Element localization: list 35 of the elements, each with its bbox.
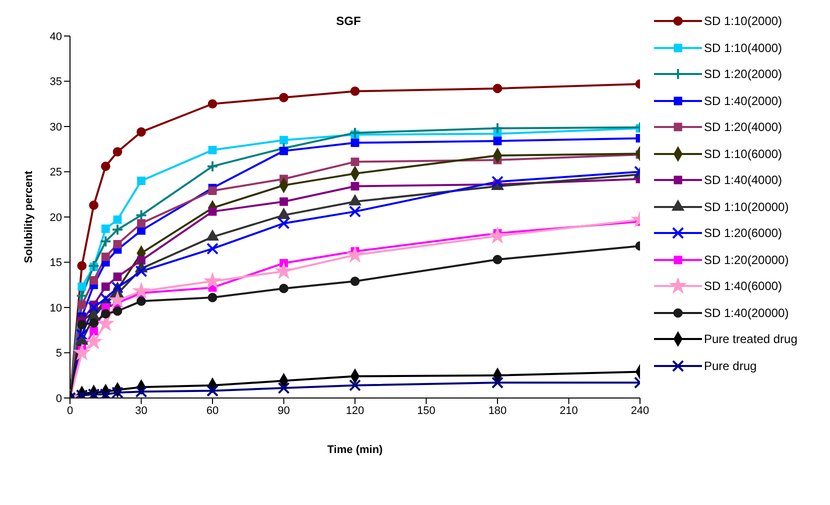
legend-label: Pure drug [704,358,757,373]
legend-label: SD 1:20(20000) [704,252,789,267]
x-tick-label: 90 [278,404,290,417]
legend-label: SD 1:10(4000) [704,40,782,55]
y-tick-label: 20 [50,212,62,224]
x-tick-label: 120 [346,404,364,417]
x-tick-label: 0 [66,404,74,417]
y-tick-label: 35 [50,76,62,88]
legend-label: SD 1:20(2000) [704,67,782,82]
x-tick-label: 210 [560,404,578,417]
legend-label: SD 1:40(20000) [704,306,789,320]
x-tick-label: 150 [417,404,436,417]
legend-label: SD 1:20(4000) [704,120,782,134]
y-tick-label: 30 [50,121,62,134]
x-axis-title: Time (min) [327,444,384,456]
y-tick-label: 40 [50,30,62,43]
legend-label: SD 1:10(20000) [704,200,789,214]
x-tick-label: 60 [206,404,219,417]
x-tick-label: 240 [630,404,650,417]
y-tick-label: 10 [50,302,62,314]
y-tick-label: 0 [56,392,62,405]
x-tick-label: 180 [488,404,507,417]
legend-label: SD 1:20(6000) [704,226,782,240]
y-tick-label: 15 [50,257,62,270]
y-tick-label: 5 [56,348,62,360]
y-axis-title: Solubility percent [22,170,35,264]
legend-label: SD 1:40(4000) [704,173,782,188]
legend-label: SD 1:10(2000) [704,14,782,28]
legend-label: SD 1:40(2000) [704,94,782,108]
x-tick-label: 30 [135,404,148,417]
legend-label: SD 1:40(6000) [704,279,782,294]
legend-label: SD 1:10(6000) [704,146,782,161]
legend-label: Pure treated drug [704,332,798,346]
y-tick-label: 25 [50,166,62,179]
chart-title: SGF [335,14,362,28]
